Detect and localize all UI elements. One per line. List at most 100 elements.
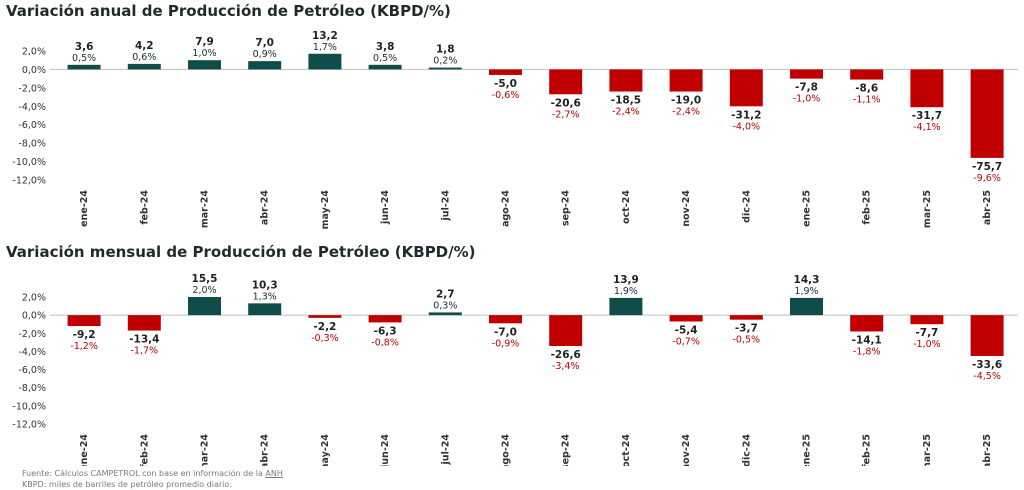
data-label-percent: 1,9% bbox=[794, 286, 818, 297]
x-tick-label: ene-25 bbox=[802, 190, 813, 227]
y-tick-label: -10,0% bbox=[12, 401, 46, 412]
bar bbox=[549, 69, 583, 95]
y-tick-label: -8,0% bbox=[18, 383, 46, 394]
x-tick-label: jul-24 bbox=[440, 190, 451, 222]
bar bbox=[850, 69, 884, 80]
x-tick-label: dic-24 bbox=[741, 190, 752, 223]
x-tick-label: feb-24 bbox=[139, 434, 150, 466]
bar bbox=[308, 315, 342, 318]
bar bbox=[489, 315, 522, 324]
data-label-value: 3,8 bbox=[376, 41, 395, 53]
data-label-percent: 0,9% bbox=[253, 49, 277, 60]
y-tick-label: -10,0% bbox=[12, 157, 46, 168]
bar bbox=[428, 312, 462, 316]
annual-variation-chart: 2,0% 0,0% -2,0% -4,0% -6,0% -8,0% -10,0% -12,0%… bbox=[12, 30, 1018, 229]
bar bbox=[669, 69, 703, 92]
data-label-percent: -1,7% bbox=[131, 346, 159, 357]
x-tick-label: abr-24 bbox=[260, 434, 271, 466]
bar bbox=[910, 69, 944, 108]
y-tick-label: -6,0% bbox=[18, 120, 46, 131]
bar bbox=[67, 64, 101, 70]
x-tick-label: mar-24 bbox=[200, 434, 211, 466]
data-label-value: -33,6 bbox=[972, 359, 1002, 371]
data-label-value: -19,0 bbox=[671, 95, 701, 107]
data-label-value: 3,6 bbox=[75, 41, 94, 53]
data-label-percent: -1,0% bbox=[793, 94, 821, 105]
data-label-value: -13,4 bbox=[129, 334, 159, 346]
data-label-percent: 0,5% bbox=[72, 53, 96, 64]
y-tick-label: -4,0% bbox=[18, 102, 46, 113]
data-label-value: -7,0 bbox=[494, 326, 517, 338]
data-label-value: 7,0 bbox=[255, 37, 274, 49]
data-label-percent: -4,0% bbox=[733, 121, 761, 132]
data-label-value: -75,7 bbox=[972, 161, 1002, 173]
x-tick-label: may-24 bbox=[320, 434, 331, 466]
data-label-percent: -0,9% bbox=[492, 338, 520, 349]
bar bbox=[428, 67, 462, 70]
data-label-value: 15,5 bbox=[192, 273, 218, 285]
x-tick-label: ene-25 bbox=[802, 434, 813, 466]
y-tick-label: -4,0% bbox=[18, 347, 46, 358]
bar bbox=[127, 63, 161, 70]
data-label-value: 4,2 bbox=[135, 40, 154, 52]
data-label-percent: -4,1% bbox=[913, 122, 941, 133]
data-label-value: -18,5 bbox=[611, 95, 641, 107]
y-tick-label: 2,0% bbox=[22, 293, 46, 304]
x-tick-label: oct-24 bbox=[621, 190, 632, 224]
x-tick-label: nov-24 bbox=[681, 190, 692, 227]
y-tick-label: 0,0% bbox=[22, 311, 46, 322]
bar bbox=[790, 297, 823, 316]
data-label-value: 14,3 bbox=[794, 274, 820, 286]
data-label-percent: -0,5% bbox=[733, 335, 761, 346]
bar bbox=[970, 315, 1004, 356]
data-label-percent: 2,0% bbox=[192, 285, 216, 296]
data-label-percent: 0,5% bbox=[373, 53, 397, 64]
x-tick-label: feb-25 bbox=[862, 190, 873, 225]
data-label-value: 13,9 bbox=[613, 274, 639, 286]
x-tick-label: mar-25 bbox=[922, 434, 933, 466]
chart-title-monthly: Variación mensual de Producción de Petró… bbox=[6, 243, 476, 261]
y-tick-label: -8,0% bbox=[18, 139, 46, 150]
data-label-value: -7,7 bbox=[915, 327, 938, 339]
x-tick-label: abr-25 bbox=[982, 434, 993, 466]
data-label-percent: -4,5% bbox=[973, 371, 1001, 382]
x-tick-label: nov-24 bbox=[681, 434, 692, 466]
data-label-percent: 1,3% bbox=[253, 291, 277, 302]
x-tick-label: jun-24 bbox=[380, 434, 391, 466]
x-tick-label: ene-24 bbox=[79, 434, 90, 466]
data-label-percent: 1,0% bbox=[192, 48, 216, 59]
data-label-percent: 0,6% bbox=[132, 52, 156, 63]
data-label-value: -8,6 bbox=[855, 83, 878, 95]
bar bbox=[850, 315, 884, 332]
data-label-value: -9,2 bbox=[73, 329, 96, 341]
data-label-value: -31,2 bbox=[731, 109, 761, 121]
source-text: Fuente: Cálculos CAMPETROL con base en i… bbox=[22, 469, 266, 478]
data-label-value: 13,2 bbox=[312, 30, 338, 42]
bar bbox=[127, 315, 161, 331]
bar bbox=[368, 315, 402, 323]
bar bbox=[729, 315, 763, 320]
y-tick-label: 0,0% bbox=[22, 65, 46, 76]
source-note: Fuente: Cálculos CAMPETROL con base en i… bbox=[22, 469, 283, 478]
y-tick-label: -2,0% bbox=[18, 329, 46, 340]
x-tick-label: mar-24 bbox=[200, 190, 211, 229]
data-label-value: 7,9 bbox=[195, 36, 214, 48]
anh-link[interactable]: ANH bbox=[265, 469, 283, 478]
bar bbox=[910, 315, 944, 325]
data-label-percent: 1,9% bbox=[614, 286, 638, 297]
x-tick-label: abr-25 bbox=[982, 190, 993, 225]
x-tick-label: sep-24 bbox=[561, 190, 572, 226]
y-tick-label: -12,0% bbox=[12, 176, 46, 187]
data-label-percent: -3,4% bbox=[552, 361, 580, 372]
x-tick-label: sep-24 bbox=[561, 434, 572, 466]
bar bbox=[549, 315, 583, 346]
data-label-percent: 0,3% bbox=[433, 300, 457, 311]
data-label-value: -2,2 bbox=[313, 321, 336, 333]
bar bbox=[368, 64, 402, 70]
bar bbox=[489, 69, 522, 75]
x-tick-label: ago-24 bbox=[501, 190, 512, 227]
x-tick-label: oct-24 bbox=[621, 434, 632, 466]
data-label-percent: -2,4% bbox=[612, 107, 640, 118]
bar bbox=[308, 53, 342, 70]
data-label-value: -6,3 bbox=[374, 325, 397, 337]
